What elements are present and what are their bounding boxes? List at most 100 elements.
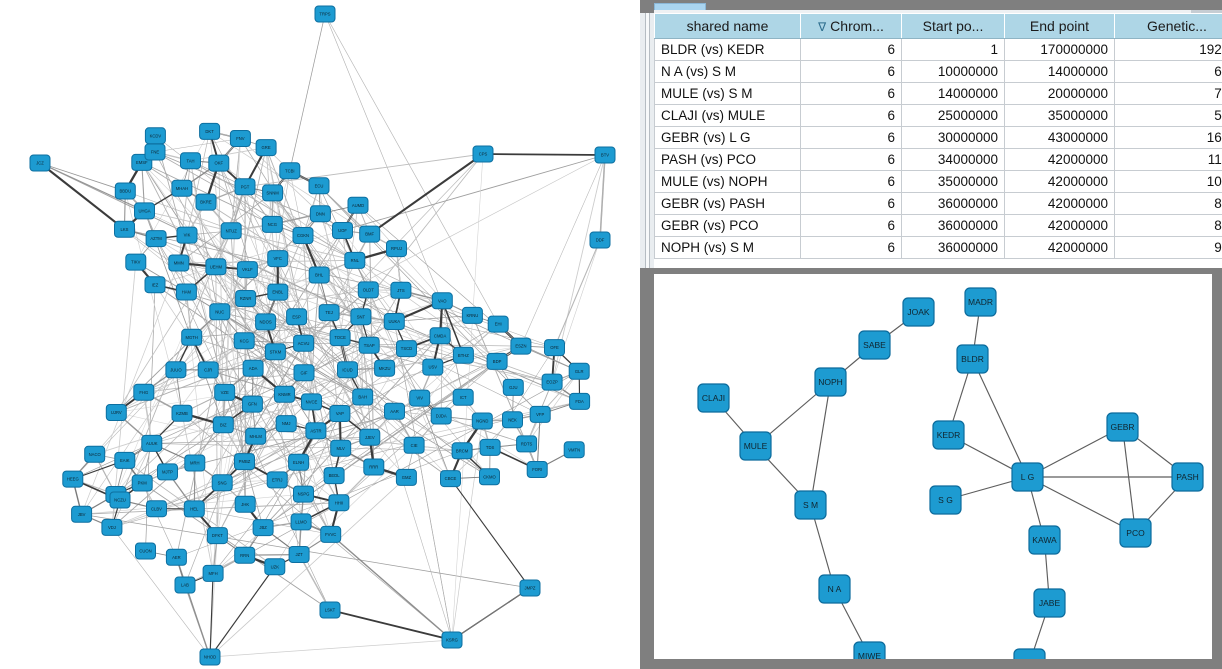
node-shape[interactable] (441, 631, 463, 649)
network-node[interactable]: CJR (197, 361, 219, 379)
node-shape[interactable] (288, 546, 310, 563)
column-header-shared-name[interactable]: shared name (654, 13, 801, 39)
node-shape[interactable] (309, 205, 331, 223)
cell-chromosome[interactable]: 6 (800, 170, 902, 193)
node-shape[interactable] (134, 202, 155, 220)
node-shape[interactable] (195, 193, 217, 211)
node-shape[interactable] (266, 471, 288, 489)
network-node[interactable]: VFP (529, 405, 551, 423)
network-node[interactable]: AAR (384, 402, 405, 420)
network-node[interactable]: VAO (431, 292, 453, 310)
network-node[interactable]: NCG (261, 215, 283, 233)
node-shape[interactable] (229, 130, 251, 147)
cell-genetic[interactable]: 10.5 (1114, 170, 1222, 193)
node-shape[interactable] (814, 367, 847, 397)
network-node[interactable]: CKMO (479, 468, 500, 486)
node-shape[interactable] (502, 378, 524, 396)
node-shape[interactable] (1106, 412, 1139, 442)
node-shape[interactable] (105, 404, 127, 421)
node-shape[interactable] (275, 415, 297, 433)
node-shape[interactable] (479, 468, 500, 486)
network-node[interactable]: MRH (184, 454, 206, 472)
node-shape[interactable] (902, 297, 935, 327)
node-shape[interactable] (932, 420, 965, 450)
node-shape[interactable] (1028, 525, 1061, 555)
network-node[interactable]: MHAH (171, 179, 193, 197)
node-shape[interactable] (363, 458, 385, 476)
cell-genetic[interactable]: 5.9 (1114, 104, 1222, 127)
node-shape[interactable] (510, 337, 532, 355)
network-node[interactable]: NVCE (301, 393, 322, 411)
cell-start-point[interactable]: 36000000 (901, 214, 1005, 237)
network-node[interactable]: GIF (293, 364, 315, 382)
subnetwork-node[interactable]: KEDR (932, 420, 965, 450)
network-node[interactable]: BMF (359, 225, 381, 243)
network-node[interactable]: NDOS (255, 313, 277, 331)
cell-shared-name[interactable]: CLAJI (vs) MULE (654, 104, 801, 127)
network-node[interactable]: AER (165, 548, 187, 566)
network-node[interactable]: SNG (211, 474, 233, 492)
node-shape[interactable] (171, 179, 193, 197)
network-node[interactable]: JTS (390, 281, 412, 299)
network-node[interactable]: VAP (329, 405, 351, 422)
node-shape[interactable] (431, 292, 453, 310)
network-node[interactable]: USV (422, 358, 444, 376)
node-shape[interactable] (290, 513, 312, 531)
cell-chromosome[interactable]: 6 (800, 104, 902, 127)
node-shape[interactable] (245, 427, 267, 445)
node-shape[interactable] (1011, 462, 1044, 492)
network-node[interactable]: JZT (288, 546, 310, 563)
node-shape[interactable] (318, 304, 340, 322)
cell-end-point[interactable]: 42000000 (1004, 236, 1115, 259)
node-shape[interactable] (858, 330, 891, 360)
node-shape[interactable] (165, 548, 187, 566)
network-node[interactable]: KZMB (171, 404, 193, 422)
node-shape[interactable] (308, 177, 330, 195)
network-node[interactable]: NACO (84, 445, 106, 463)
cell-end-point[interactable]: 35000000 (1004, 104, 1115, 127)
subnetwork-edge[interactable] (1027, 476, 1136, 534)
network-node[interactable]: VIV (409, 389, 431, 407)
network-node[interactable]: UOF (332, 222, 353, 239)
subnetwork-node[interactable]: NOPH (814, 367, 847, 397)
cell-genetic[interactable]: 7.5 (1114, 82, 1222, 105)
network-node[interactable]: MJTP (157, 463, 178, 481)
node-shape[interactable] (199, 122, 221, 140)
cell-shared-name[interactable]: MULE (vs) NOPH (654, 170, 801, 193)
node-shape[interactable] (114, 220, 135, 238)
network-node[interactable]: GRE (255, 139, 277, 157)
node-shape[interactable] (1013, 648, 1046, 659)
node-shape[interactable] (184, 454, 206, 472)
network-node[interactable]: NEK (502, 411, 523, 429)
node-shape[interactable] (929, 485, 962, 515)
network-node[interactable]: LAB (174, 576, 196, 594)
node-shape[interactable] (279, 162, 301, 180)
node-shape[interactable] (252, 519, 274, 537)
network-node[interactable]: RRR (363, 458, 385, 476)
network-node[interactable]: PGT (234, 178, 256, 196)
node-shape[interactable] (180, 152, 201, 170)
node-shape[interactable] (157, 463, 178, 481)
node-shape[interactable] (384, 402, 405, 420)
network-node[interactable]: KSRG (441, 631, 463, 649)
full-network-canvas[interactable]: CKMO AAR TSAP RPUJ GIF NUC NACO DKT TOCE ASTR BEDL… (0, 0, 640, 669)
node-shape[interactable] (220, 222, 242, 240)
subnetwork-edge[interactable] (971, 358, 1029, 478)
node-shape[interactable] (209, 303, 231, 321)
network-node[interactable]: JJEV (359, 428, 381, 446)
network-node[interactable]: ESP (286, 308, 308, 326)
cell-start-point[interactable]: 10000000 (901, 60, 1005, 83)
node-shape[interactable] (330, 439, 352, 457)
network-node[interactable]: KCG (233, 332, 255, 350)
subnetwork-node[interactable]: S M (794, 490, 827, 520)
network-node[interactable]: NGND (471, 412, 493, 430)
network-node[interactable]: EHI (487, 315, 509, 333)
cell-start-point[interactable]: 36000000 (901, 236, 1005, 259)
node-shape[interactable] (234, 178, 256, 196)
network-node[interactable]: SNNM (262, 184, 284, 202)
node-shape[interactable] (471, 412, 493, 430)
network-node[interactable]: JHK (234, 495, 256, 513)
network-node[interactable]: TDS (479, 438, 501, 456)
